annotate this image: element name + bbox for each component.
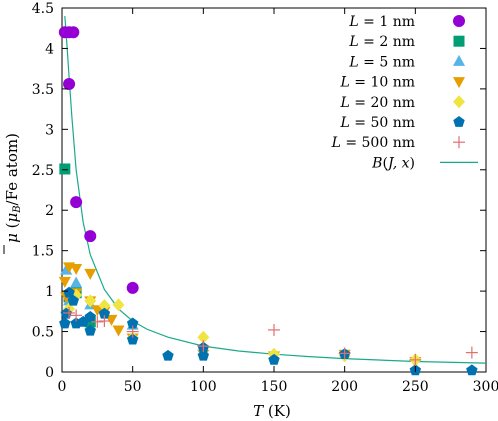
legend-label: L = 2 nm [348,34,415,50]
legend-label: L = 5 nm [348,54,415,70]
data-point [70,263,83,275]
x-tick-label: 50 [124,379,142,395]
data-point [112,298,125,312]
legend-label: L = 10 nm [340,75,415,91]
data-point [126,333,139,345]
data-point [409,353,422,366]
legend-swatch [453,54,465,66]
data-point [84,230,97,243]
y-tick-label: 1 [45,284,54,300]
data-point [197,330,210,344]
x-tick-label: 250 [402,379,429,395]
data-point [63,306,76,319]
legend-label: L = 20 nm [340,95,415,111]
fit-curve-group [64,16,487,364]
y-tick-label: 1.5 [32,244,54,260]
y-tick-label: 0.5 [32,325,54,341]
data-point [162,349,174,361]
legend-swatch [453,77,465,89]
x-tick-label: 150 [261,379,288,395]
data-point [84,268,97,280]
data-point [466,364,478,376]
data-point [70,276,83,288]
plot-area [61,7,487,373]
y-tick-label: 3.5 [32,82,54,98]
data-points-group [58,26,478,376]
legend-label: L = 500 nm [331,135,415,151]
data-point [197,340,210,353]
data-point [105,314,118,326]
y-axis-title: μ (μB/Fe atom) [3,133,23,254]
data-point [126,317,139,329]
data-point [126,281,139,294]
legend-swatch [453,95,465,109]
legend-swatch [453,116,465,127]
legend-label: L = 50 nm [340,115,415,131]
data-point [70,309,83,322]
legend-swatch [453,136,465,149]
data-point [67,294,80,306]
legend-label: B(J, x) [371,155,415,171]
data-point [268,323,280,336]
data-point [197,349,210,361]
svg-text:μ (μB/Fe atom): μ (μB/Fe atom) [3,133,23,243]
data-point [84,324,96,336]
x-tick-label: 0 [58,379,67,395]
data-point [338,347,351,360]
x-tick-label: 300 [473,379,498,395]
data-point [126,325,139,338]
data-point [98,307,111,319]
x-tick-label: 200 [331,379,358,395]
data-point [59,163,71,175]
x-tick-label: 100 [190,379,217,395]
plot-frame [61,7,487,373]
legend: L = 1 nm L = 2 nm L = 5 nm L = 10 nm L = 20 … [331,14,478,171]
y-tick-label: 0 [45,365,54,381]
y-tick-label: 3 [45,122,54,138]
data-point [84,311,96,322]
data-point [465,346,478,359]
legend-label: L = 1 nm [348,14,415,30]
data-point [63,286,75,298]
data-point [63,78,76,91]
legend-swatch [453,35,465,47]
y-tick-label: 4 [45,41,54,57]
data-point [112,325,125,337]
data-point [59,317,71,329]
data-point [58,276,71,288]
data-point [84,294,97,308]
y-tick-label: 2 [45,203,54,219]
legend-swatch [453,15,465,27]
fit-curve-bjx [64,16,487,364]
data-point [98,315,111,328]
y-tick-label: 4.5 [32,1,54,17]
data-point [70,196,83,209]
y-tick-label: 2.5 [32,163,54,179]
data-point [91,315,104,328]
data-point [98,299,111,313]
x-axis-title: T (K) [253,402,291,420]
axis-ticks-group: 0 50 100 150 200 250 300 0 0.5 1 1.5 2 2.5 3 3.5 4 4.5 [32,1,498,395]
data-point [268,353,280,365]
data-point [67,26,80,39]
